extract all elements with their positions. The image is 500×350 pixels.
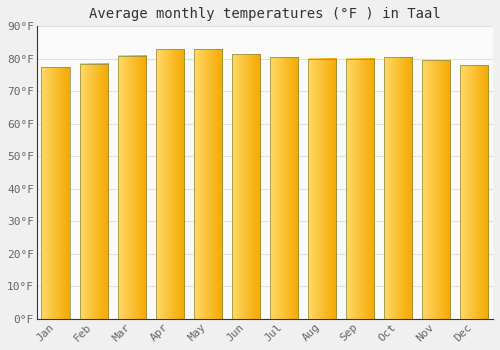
Bar <box>156 49 184 319</box>
Bar <box>118 56 146 319</box>
Bar <box>194 49 222 319</box>
Bar <box>346 59 374 319</box>
Bar <box>422 61 450 319</box>
Bar <box>232 54 260 319</box>
Bar <box>384 57 412 319</box>
Title: Average monthly temperatures (°F ) in Taal: Average monthly temperatures (°F ) in Ta… <box>89 7 441 21</box>
Bar <box>308 59 336 319</box>
Bar <box>80 64 108 319</box>
Bar <box>270 57 298 319</box>
Bar <box>42 67 70 319</box>
Bar <box>460 65 488 319</box>
